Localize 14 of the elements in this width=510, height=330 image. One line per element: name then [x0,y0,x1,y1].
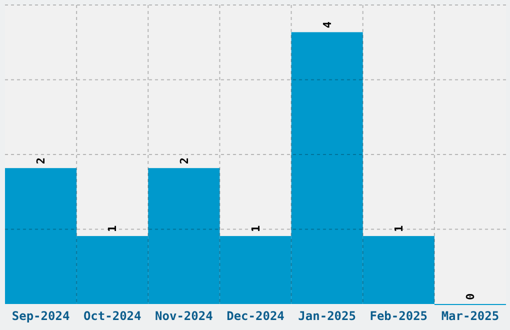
data-label: 2 [178,157,191,164]
data-label: 0 [464,293,478,300]
x-tick-label: Feb-2025 [370,309,428,323]
data-label: 1 [249,225,262,232]
x-tick-label: Nov-2024 [155,309,213,323]
data-label: 4 [320,21,334,28]
data-label: 2 [34,157,48,164]
x-tick-label: Dec-2024 [226,309,284,323]
x-tick-label: Oct-2024 [83,309,142,323]
x-tick-label: Mar-2025 [441,309,500,323]
x-tick-label: Sep-2024 [12,309,70,323]
x-tick-label: Jan-2025 [298,309,356,323]
data-label: 1 [106,225,120,232]
data-label: 1 [392,225,406,232]
